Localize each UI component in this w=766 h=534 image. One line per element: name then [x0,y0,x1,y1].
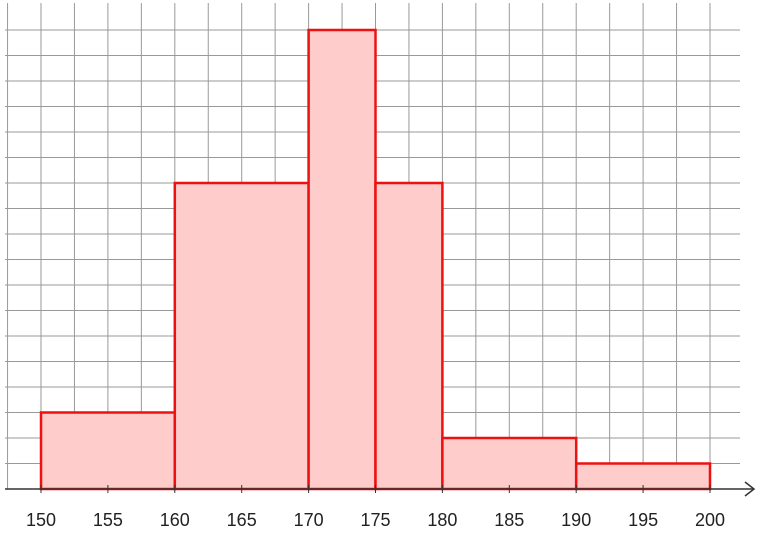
histogram-bar [441,436,578,491]
x-tick-label: 150 [26,510,56,530]
x-tick-label: 170 [294,510,324,530]
histogram-bar [173,181,310,491]
x-axis [5,481,756,497]
x-tick-label: 200 [695,510,725,530]
histogram-bars [39,28,712,491]
histogram-bar [39,411,177,491]
x-tick-label: 195 [628,510,658,530]
x-tick-label: 160 [160,510,190,530]
x-tick-label: 190 [561,510,591,530]
x-tick-label: 155 [93,510,123,530]
x-tick-labels: 150 155 160 165 170 175 180 185 190 195 200 [26,510,725,530]
histogram-bar [574,462,712,491]
histogram-bar [374,181,444,491]
histogram-bar [307,28,377,491]
x-tick-label: 180 [427,510,457,530]
x-axis-arrow [744,481,756,497]
x-tick-label: 175 [360,510,390,530]
x-tick-label: 165 [227,510,257,530]
x-tick-label: 185 [494,510,524,530]
